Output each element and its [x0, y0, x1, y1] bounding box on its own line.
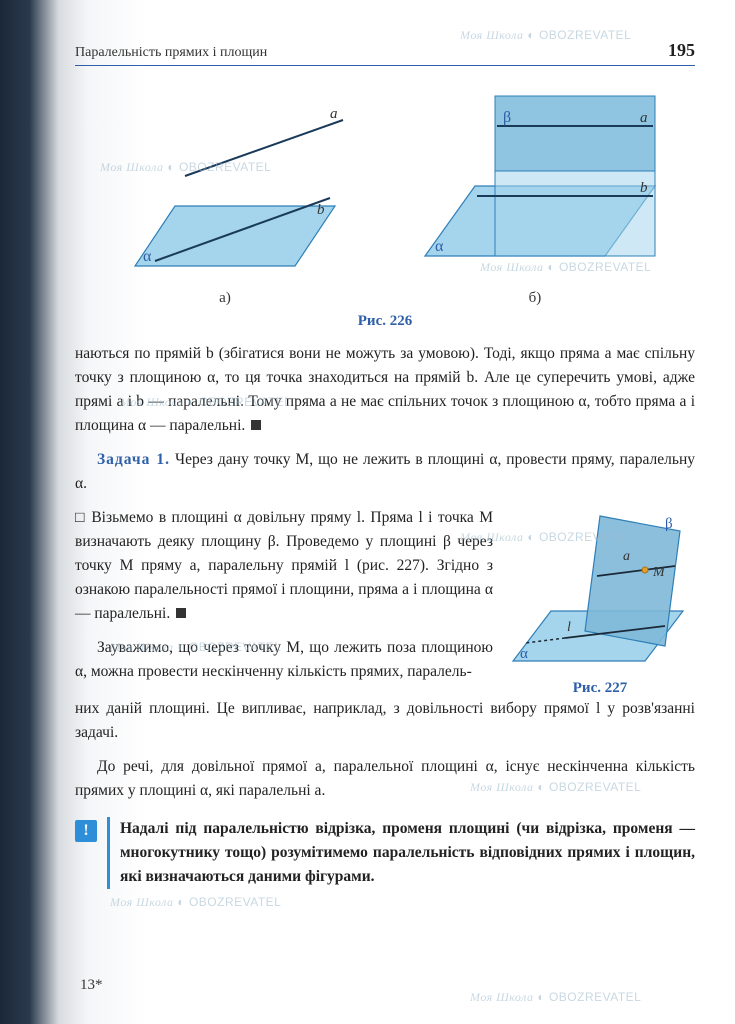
figure-226a-label: а) — [105, 290, 345, 307]
highlight-bar — [107, 817, 110, 889]
solution-with-figure: □ Візьмемо в площині α довільну пряму l.… — [75, 506, 695, 697]
paragraph-3: До речі, для довільної прямої a, паралел… — [75, 755, 695, 803]
qed-mark-1 — [251, 420, 261, 430]
highlight-box: ! Надалі під паралельністю відрізка, про… — [75, 817, 695, 889]
label-a3: a — [623, 549, 630, 564]
label-beta: β — [503, 109, 511, 126]
page-number: 195 — [668, 40, 695, 61]
label-b2: b — [640, 180, 648, 196]
paragraph-2b: них даній площині. Це випливає, наприкла… — [75, 697, 695, 745]
page-header: Паралельність прямих і площин 195 — [75, 40, 695, 66]
diagram-226b: a b β α — [405, 86, 665, 286]
label-alpha-a: α — [143, 248, 152, 265]
label-a2: a — [640, 110, 648, 126]
figure-226b: a b β α б) — [405, 86, 665, 307]
paragraph-1: наються по прямій b (збігатися вони не м… — [75, 342, 695, 438]
highlight-marker-icon: ! — [75, 820, 97, 842]
label-l: l — [567, 620, 571, 635]
diagram-226a: a b α — [105, 106, 345, 286]
textbook-page: Паралельність прямих і площин 195 a b α … — [75, 40, 695, 889]
task-statement: Задача 1. Через дану точку M, що не лежи… — [75, 448, 695, 496]
label-beta2: β — [665, 516, 673, 532]
highlight-text: Надалі під паралельністю відрізка, проме… — [120, 817, 695, 889]
task-label: Задача 1. — [97, 451, 170, 468]
paragraph-2a: Зауважимо, що через точку M, що лежить п… — [75, 636, 493, 684]
figure-226-row: a b α а) a b β — [75, 86, 695, 307]
figure-226b-label: б) — [405, 290, 665, 307]
task-sol-text: □ Візьмемо в площині α довільну пряму l.… — [75, 509, 493, 622]
chapter-title: Паралельність прямих і площин — [75, 45, 267, 61]
figure-227: M a l β α Рис. 227 — [505, 506, 695, 697]
para3-text: До речі, для довільної прямої a, паралел… — [75, 758, 695, 799]
label-a: a — [330, 106, 338, 122]
task-solution: □ Візьмемо в площині α довільну пряму l.… — [75, 506, 493, 626]
watermark: Моя Школа ◐ OBOZREVATEL — [110, 895, 281, 910]
footer-number: 13* — [80, 977, 103, 994]
qed-mark-2 — [176, 608, 186, 618]
label-alpha2: α — [520, 646, 528, 662]
label-b: b — [317, 202, 325, 218]
figure-226a: a b α а) — [105, 106, 345, 307]
para2a-text: Зауважимо, що через точку M, що лежить п… — [75, 639, 493, 680]
label-M: M — [652, 565, 666, 580]
diagram-227: M a l β α — [505, 506, 690, 676]
figure-227-caption: Рис. 227 — [505, 680, 695, 697]
label-alpha-b: α — [435, 238, 444, 255]
watermark: Моя Школа ◐ OBOZREVATEL — [470, 990, 641, 1005]
para1-text: наються по прямій b (збігатися вони не м… — [75, 345, 695, 434]
figure-226-caption: Рис. 226 — [75, 313, 695, 330]
